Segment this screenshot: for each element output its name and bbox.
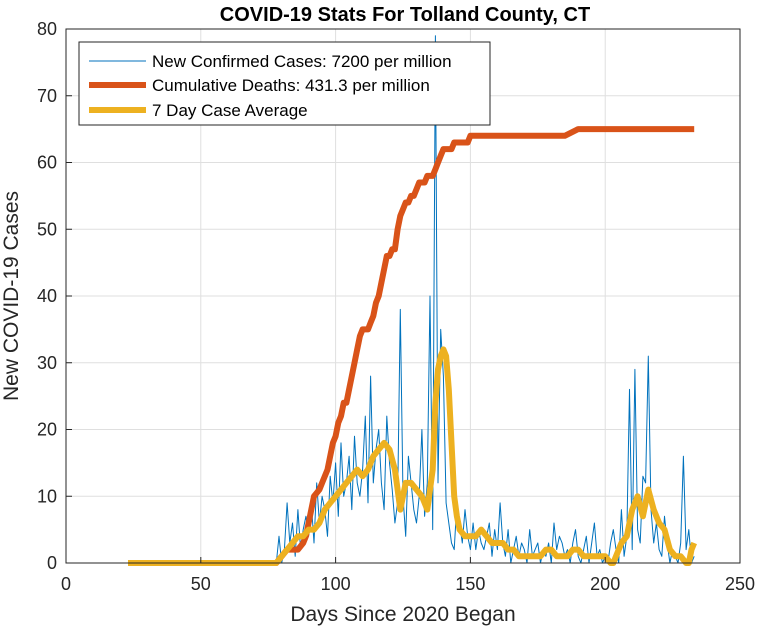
y-tick-label: 0	[47, 553, 57, 573]
y-tick-label: 40	[37, 286, 57, 306]
legend-label-cumulative-deaths: Cumulative Deaths: 431.3 per million	[152, 76, 430, 95]
chart-title: COVID-19 Stats For Tolland County, CT	[220, 4, 590, 26]
series-new-cases-line	[128, 35, 695, 564]
y-tick-label: 60	[37, 153, 57, 173]
y-axis-label: New COVID-19 Cases	[0, 191, 23, 401]
x-tick-label: 0	[61, 574, 71, 594]
series-cumulative-deaths-line	[128, 126, 695, 566]
y-tick-label: 80	[37, 19, 57, 39]
y-tick-label: 50	[37, 219, 57, 239]
x-tick-label: 200	[590, 574, 620, 594]
x-axis-label: Days Since 2020 Began	[290, 603, 515, 626]
y-tick-label: 70	[37, 86, 57, 106]
y-tick-label: 10	[37, 486, 57, 506]
plot-area	[128, 35, 697, 566]
x-tick-label: 250	[725, 574, 755, 594]
x-tick-label: 50	[191, 574, 211, 594]
legend-box	[78, 41, 491, 126]
ticks: 0 50 100 150 200 250 0 10 20 30 40 50 60 70 80	[37, 19, 755, 594]
series-case-average-line	[128, 346, 697, 566]
legend-label-new-cases: New Confirmed Cases: 7200 per million	[152, 52, 452, 71]
legend: New Confirmed Cases: 7200 per million Cu…	[78, 41, 491, 126]
y-tick-label: 20	[37, 420, 57, 440]
x-tick-label: 100	[321, 574, 351, 594]
x-tick-label: 150	[455, 574, 485, 594]
y-tick-label: 30	[37, 353, 57, 373]
legend-label-case-average: 7 Day Case Average	[152, 101, 308, 120]
